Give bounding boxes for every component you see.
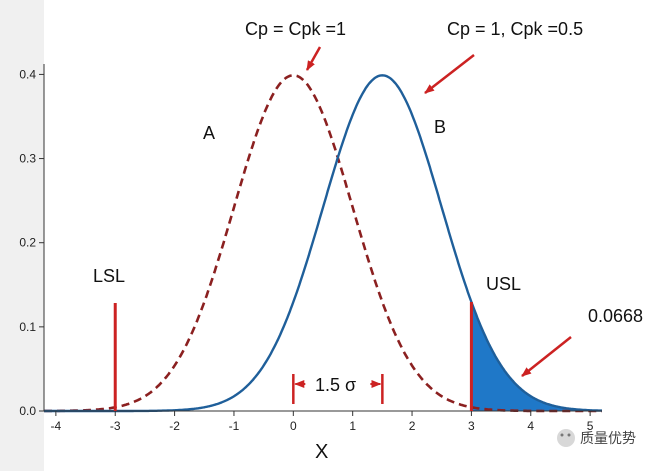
- tail-fill: [471, 302, 602, 411]
- curve-a-label: A: [203, 123, 215, 143]
- watermark: 质量优势: [557, 429, 636, 447]
- tail-arrow: [521, 336, 572, 377]
- tail-probability-label: 0.0668: [588, 306, 643, 326]
- wechat-icon-eye-right: [567, 433, 571, 437]
- spec-limits: [113, 302, 473, 411]
- x-tick-label-2: 2: [409, 419, 416, 433]
- x-tick-label--1: -1: [229, 419, 240, 433]
- usl-label: USL: [486, 274, 521, 294]
- wechat-icon-eye-left: [560, 433, 564, 437]
- wechat-icon: [557, 429, 575, 447]
- x-tick-label-3: 3: [468, 419, 475, 433]
- watermark-text: 质量优势: [580, 431, 636, 447]
- x-tick-label--3: -3: [110, 419, 121, 433]
- y-tick-label-3: 0.3: [19, 152, 36, 166]
- y-tick-label-2: 0.2: [19, 236, 36, 250]
- x-tick-label--2: -2: [169, 419, 180, 433]
- x-tick-label-5: 5: [587, 419, 594, 433]
- curve-a-annotation: Cp = Cpk =1: [245, 19, 346, 39]
- curve-b-annotation: Cp = 1, Cpk =0.5: [447, 19, 583, 39]
- x-tick-label-4: 4: [527, 419, 534, 433]
- axes: -4 -3 -2 -1 0 1 2 3 4 5 0.0 0.1 0.2 0.3 0.4: [19, 64, 602, 433]
- y-tick-label-0: 0.0: [19, 404, 36, 418]
- curve-a: [43, 73, 602, 413]
- x-tick-label-0: 0: [290, 419, 297, 433]
- shift-marker: [292, 374, 384, 404]
- y-tick-label-4: 0.4: [19, 67, 36, 81]
- shift-label: 1.5 σ: [315, 375, 356, 395]
- y-axis-gutter: [0, 0, 44, 471]
- y-tick-label-1: 0.1: [19, 320, 36, 334]
- annotation-arrows: [305, 46, 572, 377]
- curve-b-arrow: [424, 54, 475, 94]
- curve-b-label: B: [434, 117, 446, 137]
- lsl-label: LSL: [93, 266, 125, 286]
- x-tick-label-1: 1: [349, 419, 356, 433]
- shaded-tail-area: [471, 302, 602, 411]
- x-tick-label--4: -4: [51, 419, 62, 433]
- curve-a-arrow: [305, 46, 322, 71]
- x-axis-title: X: [315, 441, 328, 463]
